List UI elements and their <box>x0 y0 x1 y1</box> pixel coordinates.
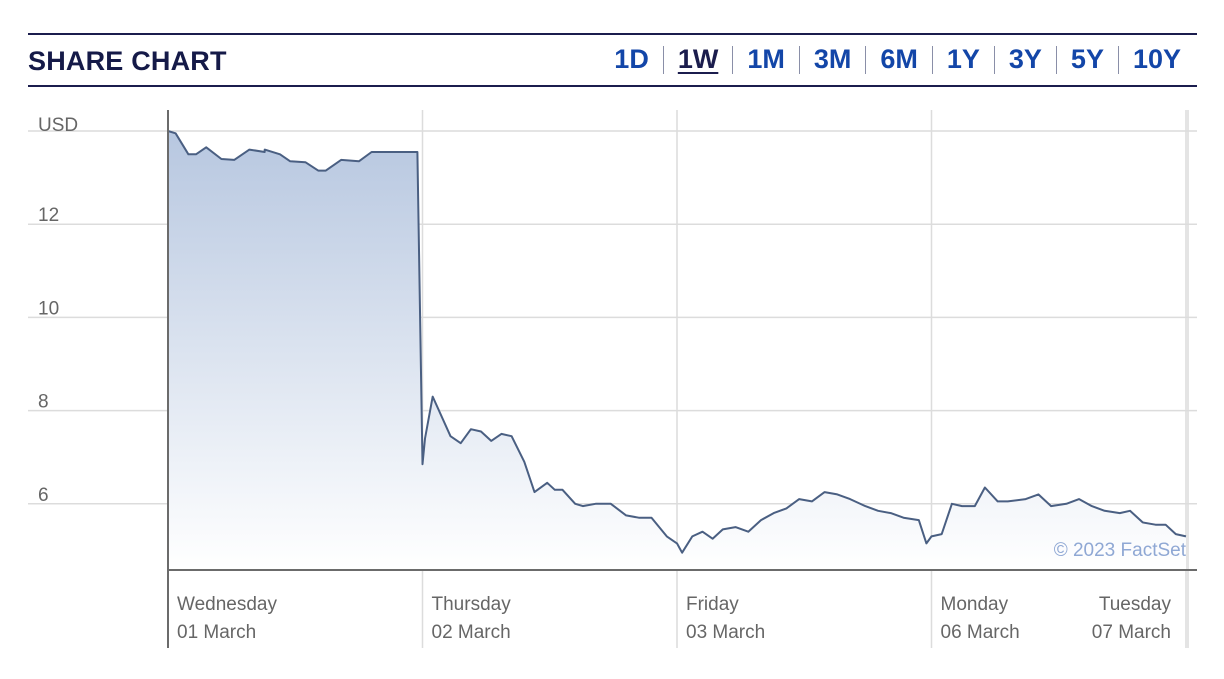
x-tick-date: 03 March <box>686 622 765 643</box>
x-tick-date: 01 March <box>177 622 256 643</box>
y-tick-label: 6 <box>38 485 49 506</box>
range-1w[interactable]: 1W <box>677 44 719 74</box>
range-3y[interactable]: 3Y <box>1008 44 1042 74</box>
x-tick-date: 06 March <box>941 622 1020 643</box>
factset-credit[interactable]: © 2023 FactSet <box>1054 540 1187 561</box>
range-5y[interactable]: 5Y <box>1070 44 1104 74</box>
range-separator <box>1117 45 1119 74</box>
chart-title: SHARE CHART <box>28 46 227 76</box>
range-separator <box>662 45 664 74</box>
range-separator <box>865 45 867 74</box>
range-separator <box>732 45 734 74</box>
range-10y[interactable]: 10Y <box>1132 44 1181 74</box>
x-tick-weekday: Monday <box>941 594 1009 615</box>
x-axis-ticks: Wednesday 01 March Thursday 02 March Friday 0… <box>177 594 1171 643</box>
range-1d[interactable]: 1D <box>614 44 649 74</box>
x-tick-weekday: Tuesday <box>1099 594 1172 615</box>
range-selector: 1D 1W 1M 3M 6M 1Y 3Y 5Y 10Y <box>600 44 1195 75</box>
range-separator <box>993 45 995 74</box>
x-tick-weekday: Thursday <box>432 594 512 615</box>
range-separator <box>1055 45 1057 74</box>
y-axis-label: USD <box>38 115 78 136</box>
x-tick-date: 07 March <box>1092 622 1171 643</box>
range-1m[interactable]: 1M <box>747 44 785 74</box>
axes <box>167 110 1197 648</box>
range-3m[interactable]: 3M <box>813 44 852 74</box>
y-tick-label: 10 <box>38 298 59 319</box>
x-tick-weekday: Wednesday <box>177 594 277 615</box>
range-separator <box>798 45 800 74</box>
price-area <box>168 131 1186 569</box>
x-tick-weekday: Friday <box>686 594 739 615</box>
y-tick-label: 12 <box>38 205 59 226</box>
y-tick-label: 8 <box>38 392 49 413</box>
y-axis-ticks: 6 8 10 12 <box>38 205 59 506</box>
range-6m[interactable]: 6M <box>880 44 918 74</box>
range-separator <box>931 45 933 74</box>
range-1y[interactable]: 1Y <box>946 44 980 74</box>
share-chart-header: SHARE CHART 1D 1W 1M 3M 6M 1Y 3Y 5Y 10Y <box>28 33 1197 87</box>
x-tick-date: 02 March <box>432 622 511 643</box>
price-line <box>167 130 1187 554</box>
